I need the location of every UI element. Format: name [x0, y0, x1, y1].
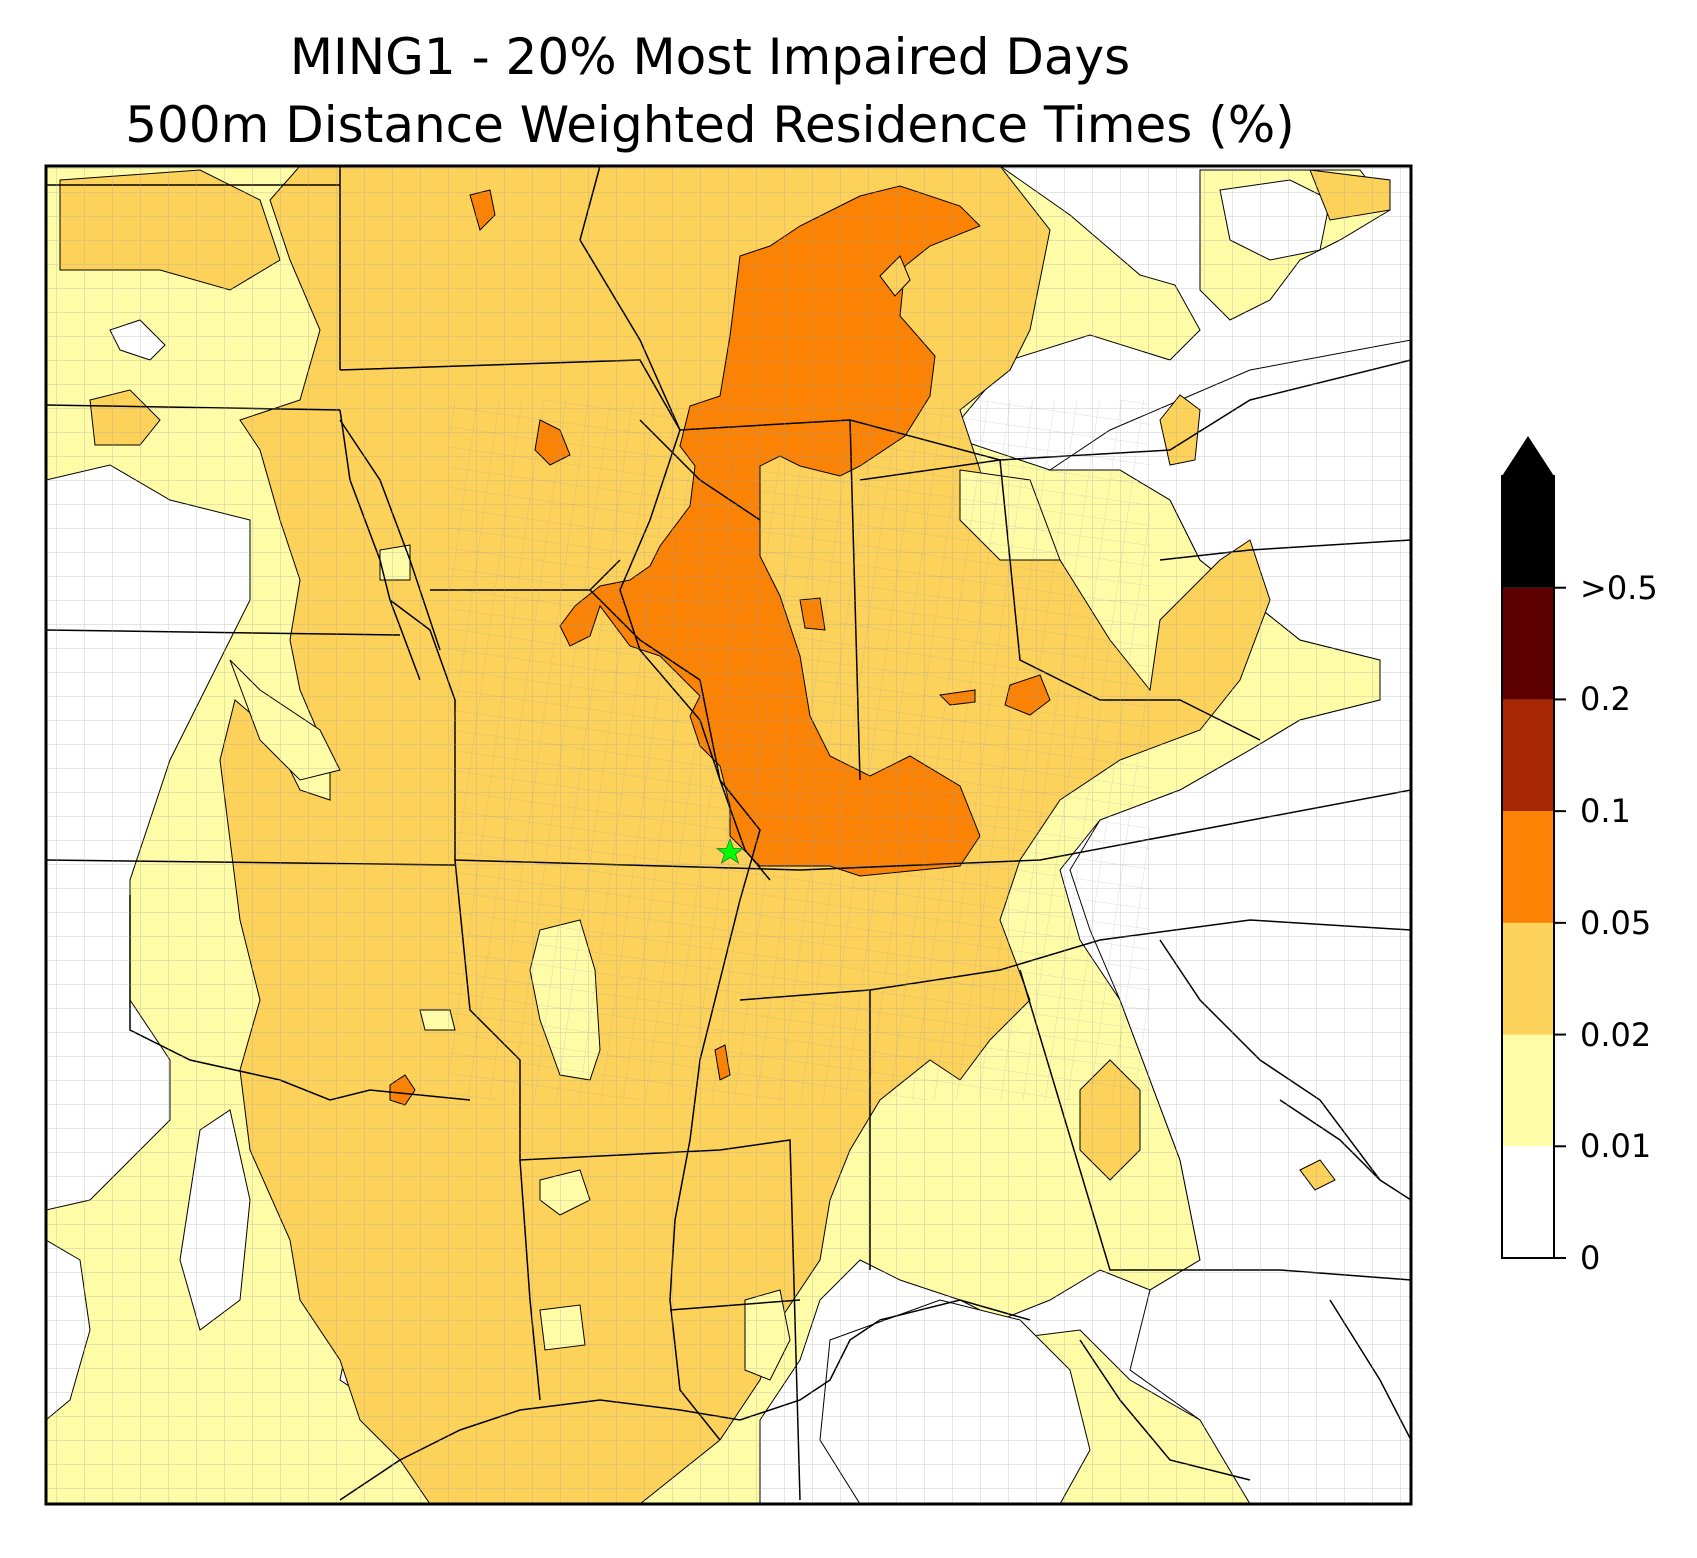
colorbar-tick-label: 0: [1580, 1239, 1601, 1277]
colorbar-tick-label: 0.01: [1580, 1127, 1652, 1166]
green-star-icon: [715, 837, 745, 864]
colorbar-segment: [1502, 699, 1554, 812]
colorbar-segment: [1502, 811, 1554, 923]
colorbar-segment: [1502, 1146, 1554, 1258]
colorbar: [1501, 436, 1566, 1259]
map-frame: [44, 164, 1413, 1506]
colorbar-segment: [1502, 1034, 1554, 1147]
colorbar-segment: [1502, 476, 1554, 588]
colorbar-extend-arrow: [1502, 436, 1554, 476]
colorbar-tick-label: 0.02: [1580, 1015, 1652, 1054]
colorbar-tick-label: 0.2: [1580, 680, 1631, 719]
colorbar-segment: [1502, 922, 1554, 1035]
county-borders-detail: [450, 400, 1150, 1100]
colorbar-tick-label: 0.1: [1580, 792, 1631, 831]
title-line-2: 500m Distance Weighted Residence Times (…: [125, 96, 1295, 154]
colorbar-outline: [1501, 475, 1555, 1259]
map-area: [46, 166, 1411, 1504]
colorbar-tick-label: >0.5: [1580, 568, 1658, 607]
title-line-1: MING1 - 20% Most Impaired Days: [289, 28, 1131, 86]
colorbar-segment: [1502, 587, 1554, 700]
colorbar-tick-label: 0.05: [1580, 903, 1652, 942]
